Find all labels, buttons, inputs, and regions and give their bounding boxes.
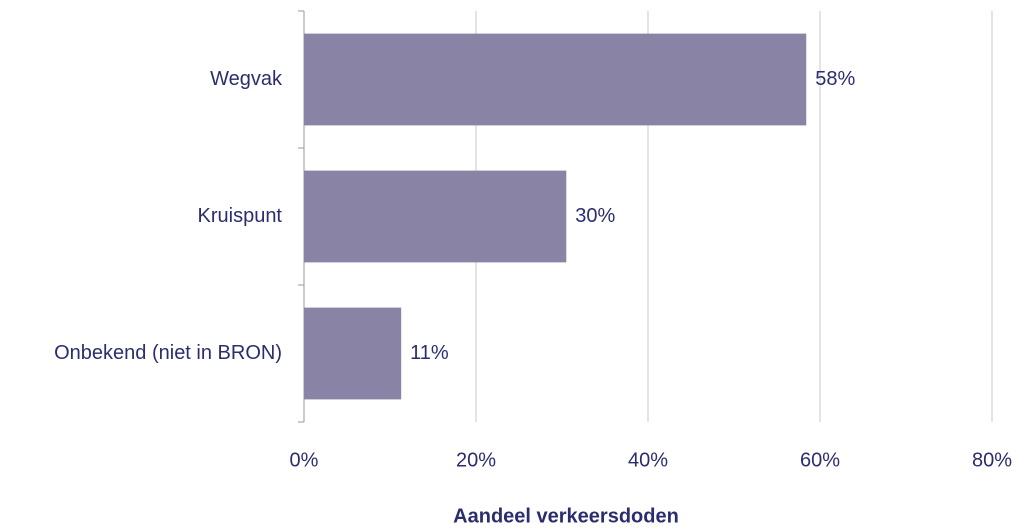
x-axis-title: Aandeel verkeersdoden <box>453 505 679 527</box>
y-tick-label: Kruispunt <box>198 205 283 227</box>
bar <box>304 33 807 126</box>
bar <box>304 307 402 400</box>
bar <box>304 170 567 263</box>
x-tick-label: 20% <box>456 449 496 471</box>
y-tick-label: Onbekend (niet in BRON) <box>54 342 282 364</box>
x-tick-label: 0% <box>290 449 319 471</box>
y-tick-label: Wegvak <box>210 68 283 90</box>
x-tick-label: 60% <box>800 449 840 471</box>
x-tick-label: 40% <box>628 449 668 471</box>
value-label: 30% <box>575 205 615 227</box>
value-label: 11% <box>410 342 449 364</box>
value-label: 58% <box>815 68 855 90</box>
x-tick-label: 80% <box>972 449 1012 471</box>
